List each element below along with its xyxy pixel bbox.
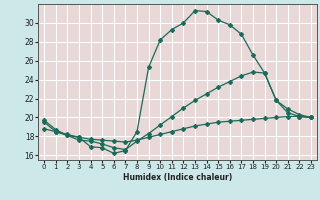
X-axis label: Humidex (Indice chaleur): Humidex (Indice chaleur) [123,173,232,182]
